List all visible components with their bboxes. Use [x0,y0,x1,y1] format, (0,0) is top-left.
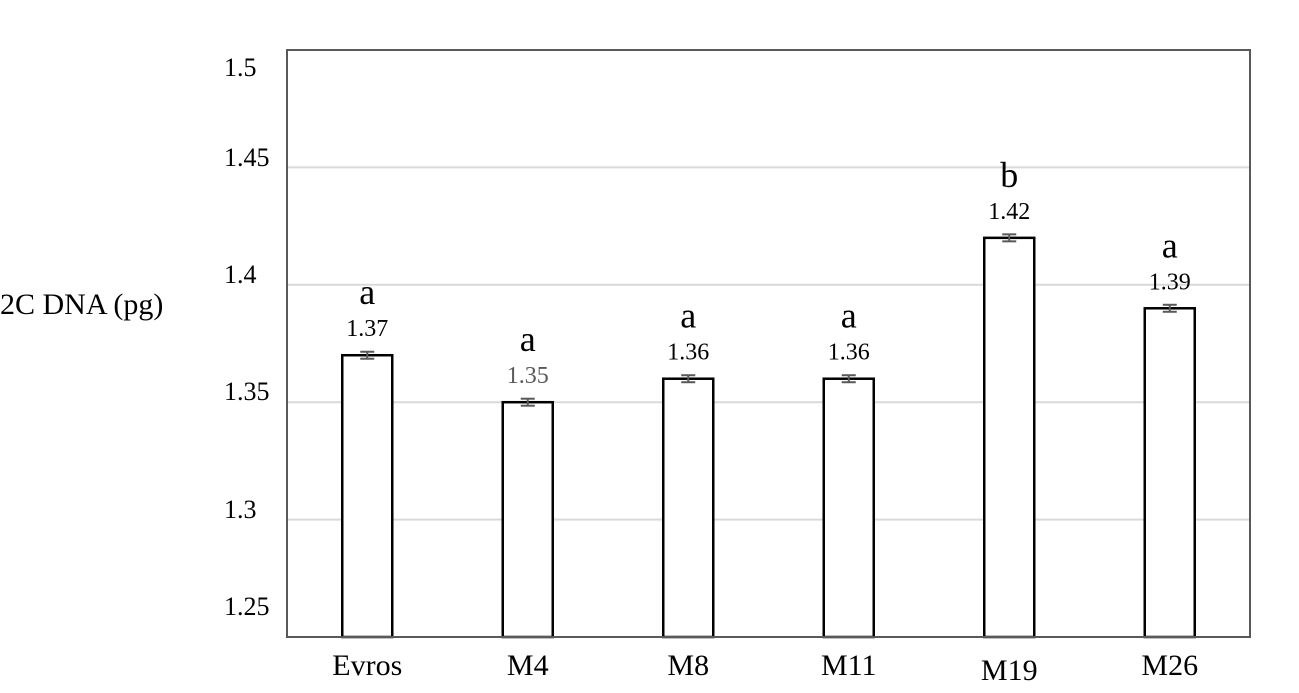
data-label: 1.35 [507,363,549,389]
data-label: 1.37 [346,316,388,342]
y-tick-label: 1.25 [224,592,270,621]
x-tick-label: M11 [821,649,877,682]
bar [501,400,554,639]
significance-letter: a [520,319,536,359]
data-label: 1.42 [988,199,1030,225]
significance-letter: a [841,296,857,336]
significance-letter: a [680,296,696,336]
x-tick-label: M8 [667,649,709,682]
x-tick-label: M4 [507,649,549,682]
x-tick-label: M19 [981,654,1038,687]
significance-letter: b [1000,155,1018,195]
plot-frame [286,49,1251,638]
bar [1143,307,1196,639]
y-tick-label: 1.4 [224,260,257,289]
data-label: 1.39 [1149,269,1191,295]
bar [662,377,715,639]
x-tick-label: M26 [1141,649,1198,682]
bar [822,377,875,639]
y-axis-label: 2C DNA (pg) [0,288,164,321]
x-tick-label: Evros [332,649,402,682]
y-tick-label: 1.35 [224,377,270,406]
bar [341,353,394,639]
y-tick-label: 1.45 [224,143,270,172]
data-label: 1.36 [828,340,870,366]
significance-letter: a [359,272,375,312]
bar [983,236,1036,639]
data-label: 1.36 [667,340,709,366]
y-tick-label: 1.5 [224,53,257,82]
significance-letter: a [1162,225,1178,265]
y-tick-label: 1.3 [224,495,257,524]
